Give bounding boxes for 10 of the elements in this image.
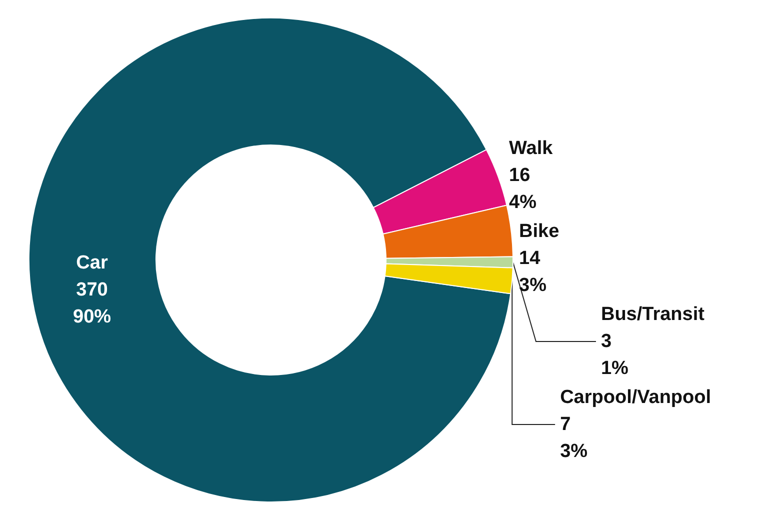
slice-label: Bus/Transit — [600, 304, 706, 325]
slice-label: Bike — [518, 220, 560, 242]
data-label: 14 3% — [518, 248, 547, 296]
slice-label: Car — [76, 252, 108, 274]
slice-label: Carpool/Vanpool — [560, 386, 712, 408]
data-label: 370 90% — [73, 280, 112, 328]
data-label: 3 1% — [600, 330, 629, 379]
data-label: 16 4% — [509, 164, 537, 213]
slice-label: Walk — [509, 138, 554, 159]
data-label: 7 3% — [560, 414, 588, 462]
